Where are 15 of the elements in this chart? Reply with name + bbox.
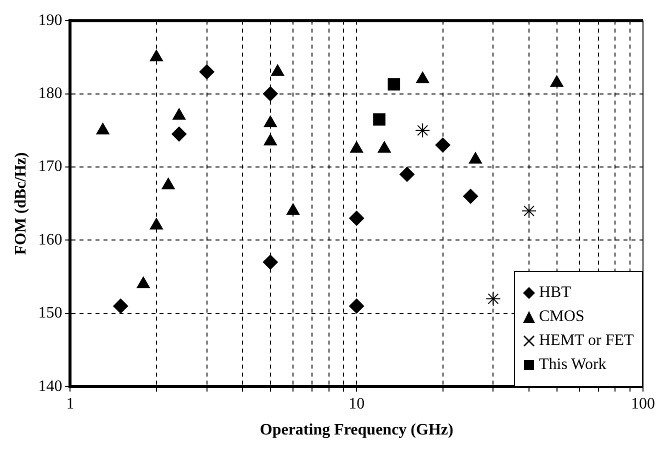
x-tick-label: 1 <box>66 395 74 412</box>
x-axis-title: Operating Frequency (GHz) <box>260 422 454 439</box>
y-tick-label: 150 <box>38 304 62 322</box>
legend-label: HEMT or FET <box>539 332 634 350</box>
legend-label: CMOS <box>539 308 584 326</box>
y-tick-label: 170 <box>38 158 62 176</box>
y-tick-label: 160 <box>38 231 62 248</box>
y-tick-label: 190 <box>38 12 62 29</box>
y-axis-title: FOM (dBc/Hz) <box>12 152 30 255</box>
x-tick-label: 100 <box>631 395 655 412</box>
y-tick-label: 140 <box>38 378 62 395</box>
y-tick-label: 180 <box>38 85 62 102</box>
x-tick-label: 10 <box>348 395 365 412</box>
legend-label: HBT <box>539 284 571 302</box>
legend-label: This Work <box>539 356 606 374</box>
